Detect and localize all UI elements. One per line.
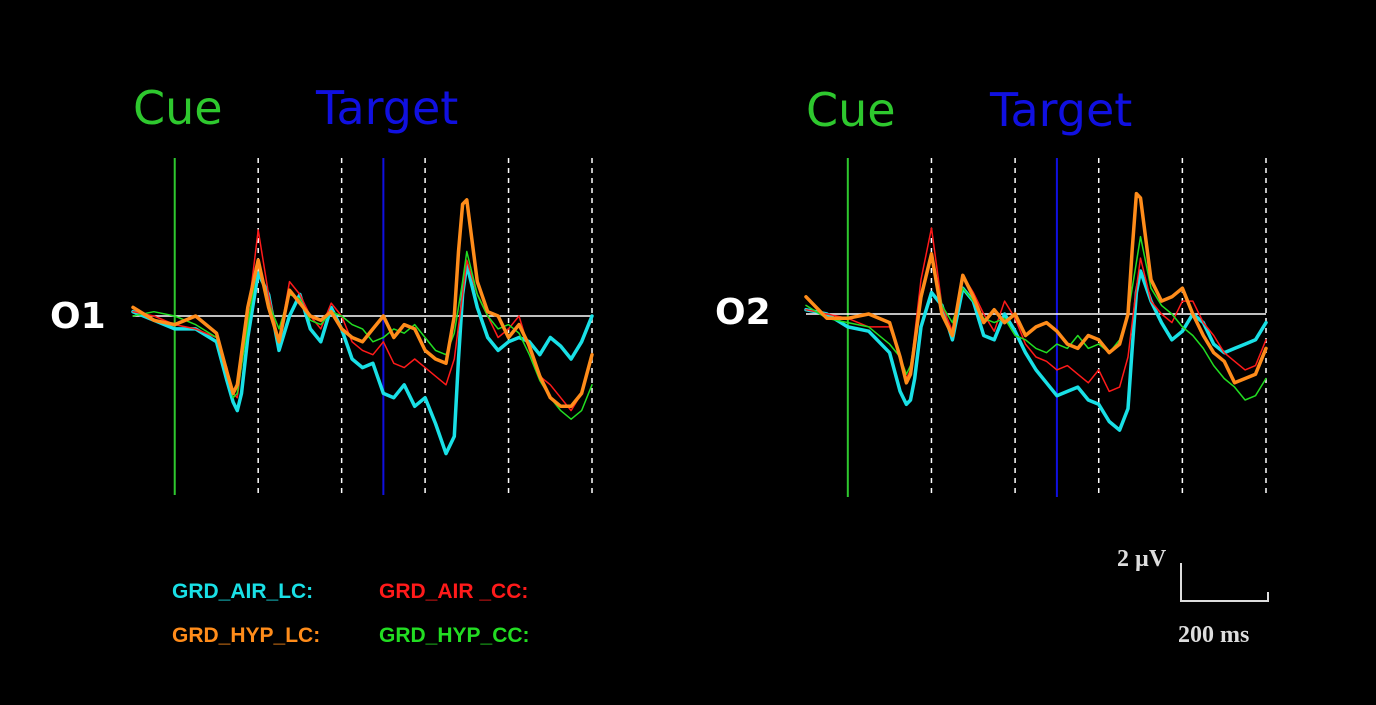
legend-entry: GRD_HYP_CC:: [379, 624, 530, 647]
series-line-1: [132, 229, 593, 412]
time-scale-label: 200 ms: [1178, 622, 1249, 648]
channel-label: O2: [715, 292, 771, 333]
target-label: Target: [989, 83, 1132, 137]
chart-panel-o1: Cue Target O1: [50, 81, 594, 495]
cue-label: Cue: [133, 81, 223, 135]
series-line-0: [804, 269, 1268, 432]
series-line-3: [131, 198, 594, 409]
series-line-0: [131, 262, 594, 456]
legend-entry: GRD_AIR _CC:: [379, 580, 528, 603]
scale-bar: 2 µV 200 ms: [1117, 546, 1269, 648]
cue-label: Cue: [806, 83, 896, 137]
legend: GRD_AIR_LC: GRD_AIR _CC: GRD_HYP_LC: GRD_HY…: [172, 580, 530, 647]
target-label: Target: [315, 81, 458, 135]
amplitude-scale-label: 2 µV: [1117, 546, 1167, 572]
scale-bar-lines: [1180, 563, 1269, 602]
legend-entry: GRD_AIR_LC:: [172, 580, 313, 603]
chart-panel-o2: Cue Target O2: [715, 83, 1268, 497]
series-line-3: [804, 191, 1268, 385]
channel-label: O1: [50, 296, 106, 337]
series-line-2: [132, 250, 593, 420]
legend-entry: GRD_HYP_LC:: [172, 624, 320, 647]
